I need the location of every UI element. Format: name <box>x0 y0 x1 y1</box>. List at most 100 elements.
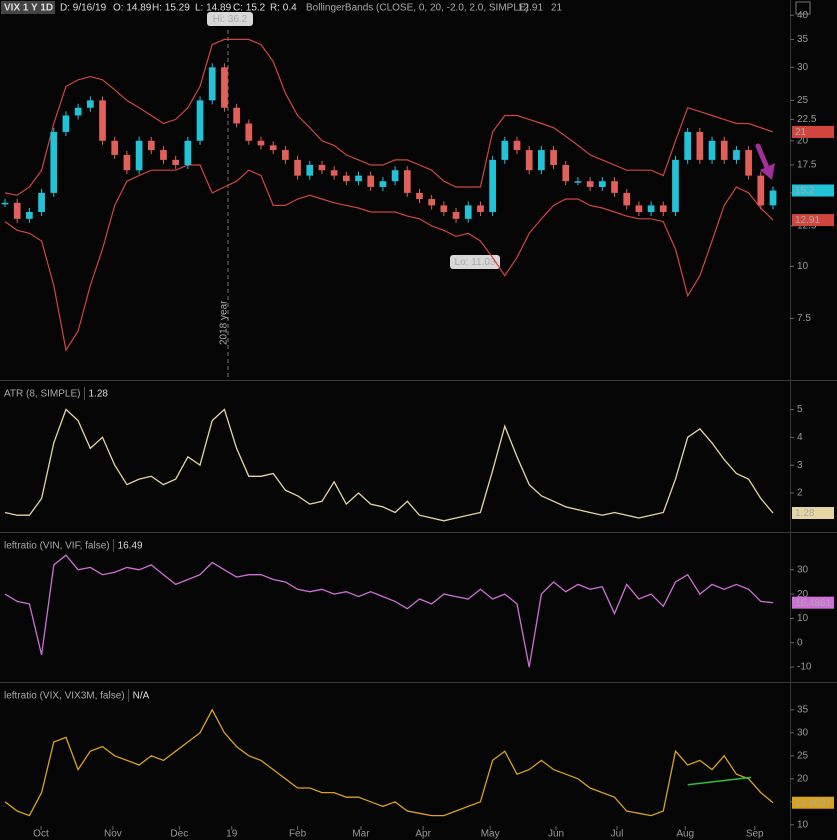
candle <box>635 205 643 212</box>
last-value-badge-box <box>792 796 834 809</box>
symbol-box <box>1 1 55 14</box>
panel-title: leftratio (VIN, VIF, false) <box>4 541 110 552</box>
y-tick-label: 10 <box>797 819 809 830</box>
candle <box>245 123 253 141</box>
candle <box>513 140 521 151</box>
candle <box>38 192 45 212</box>
last-price-badge: 15.2 <box>795 186 815 197</box>
candle <box>160 150 167 160</box>
y-tick-label: 25 <box>797 95 809 106</box>
settings-icon[interactable] <box>795 1 811 15</box>
last-value-badge: 16.4861 <box>795 598 832 609</box>
candle <box>696 131 704 160</box>
upper-band-badge-box <box>792 125 834 138</box>
y-tick-label: 2 <box>797 488 803 499</box>
panel-title: leftratio (VIX, VIX3M, false) <box>4 691 125 702</box>
candle <box>708 140 716 160</box>
panel-current: 16.49 <box>118 541 143 552</box>
candle <box>611 181 618 193</box>
candle <box>355 175 362 182</box>
candle <box>672 159 679 212</box>
y-tick-label: 20 <box>797 135 809 146</box>
indicator-line <box>4 408 774 522</box>
last-value-badge: 1.28 <box>795 508 815 519</box>
candle <box>464 205 472 219</box>
x-tick-label: Jun <box>548 829 564 840</box>
candle <box>477 205 484 212</box>
candle <box>733 150 740 160</box>
arrow-head <box>760 163 775 180</box>
x-tick-label: Feb <box>289 829 307 840</box>
y-tick-label: 30 <box>797 727 809 738</box>
study-label: BollingerBands (CLOSE, 0, 20, -2.0, 2.0,… <box>306 3 529 14</box>
candle <box>294 159 301 176</box>
y-tick-label: 40 <box>797 10 809 21</box>
candle <box>196 100 204 141</box>
study-lower-value: 12.91 <box>518 3 543 14</box>
candle <box>221 67 228 108</box>
x-tick-label: Nov <box>104 829 122 840</box>
hi-label: Hi: 36.2 <box>213 14 248 25</box>
lo-badge <box>450 255 500 269</box>
candle <box>574 181 582 183</box>
header-field: R: 0.4 <box>270 3 297 14</box>
y-tick-label: 20 <box>797 589 809 600</box>
y-tick-label: -10 <box>797 662 812 673</box>
y-tick-label: 35 <box>797 704 809 715</box>
candle <box>172 159 180 165</box>
candle <box>318 164 326 171</box>
candle <box>403 170 411 193</box>
hi-badge <box>207 12 253 26</box>
header-field: H: 15.29 <box>152 3 190 14</box>
candle <box>598 181 606 187</box>
candle <box>489 159 496 212</box>
y-tick-label: 0 <box>797 637 803 648</box>
study-upper-value: 21 <box>551 3 563 14</box>
y-tick-label: 4 <box>797 432 803 443</box>
candle <box>13 202 21 219</box>
lower-band-badge: 12.91 <box>795 215 820 226</box>
x-tick-label: Mar <box>352 829 370 840</box>
candle <box>501 140 509 160</box>
header-field: L: 14.89 <box>195 3 232 14</box>
candle <box>391 170 399 182</box>
indicator-line <box>4 708 774 817</box>
y-tick-label: 17.5 <box>797 160 817 171</box>
candle <box>26 211 33 219</box>
x-tick-label: Oct <box>33 829 49 840</box>
candle <box>452 211 460 219</box>
indicator-line <box>4 554 774 668</box>
y-tick-label: 5 <box>797 404 803 415</box>
candle <box>757 175 765 206</box>
panel-title: ATR (8, SIMPLE) <box>4 389 81 400</box>
candle <box>208 67 216 101</box>
candle <box>306 164 314 176</box>
y-tick-label: 30 <box>797 564 809 575</box>
candle <box>50 131 58 193</box>
lo-label: Lo: 11.03 <box>455 257 496 268</box>
panel-current: 1.28 <box>89 389 109 400</box>
candle <box>367 175 375 187</box>
candle <box>538 150 545 171</box>
candle <box>720 140 728 160</box>
arrow-shaft <box>755 143 771 173</box>
header-field: C: 15.2 <box>233 3 266 14</box>
candle <box>342 175 350 182</box>
header-field: D: 9/16/19 <box>60 3 107 14</box>
x-tick-label: May <box>481 829 500 840</box>
y-tick-label: 22.5 <box>797 114 817 125</box>
last-value-badge-box <box>792 596 834 609</box>
candle <box>416 192 423 200</box>
candle <box>550 150 557 165</box>
candle <box>86 100 94 108</box>
x-tick-label: Aug <box>676 829 694 840</box>
upper-band-badge: 21 <box>795 127 807 138</box>
candle <box>745 150 752 176</box>
candle <box>623 192 631 206</box>
candle <box>428 199 436 206</box>
y-tick-label: 35 <box>797 34 809 45</box>
candle <box>1 202 9 205</box>
